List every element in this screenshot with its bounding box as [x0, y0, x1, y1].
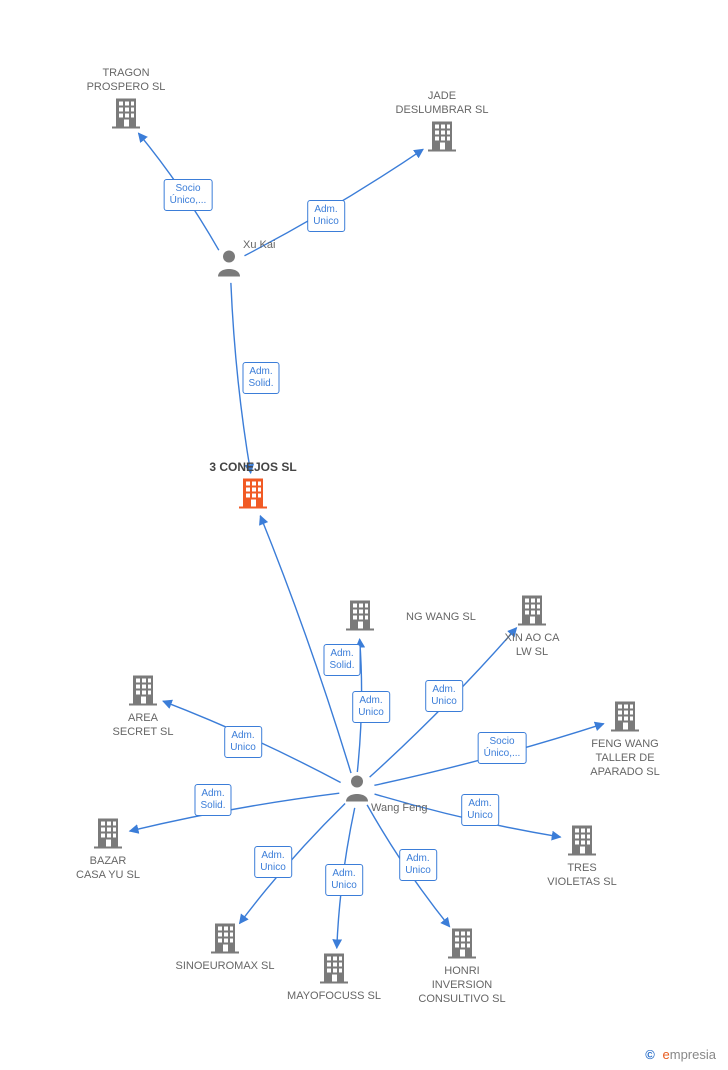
person-label: Wang Feng [371, 802, 427, 814]
edge-label: Adm.Unico [307, 200, 345, 232]
edge-label: Adm.Unico [352, 691, 390, 723]
company-label: TRAGON PROSPERO SL [87, 67, 166, 95]
edge-label: Adm.Unico [399, 849, 437, 881]
company-label: AREA SECRET SL [113, 712, 174, 740]
building-icon[interactable] [239, 477, 267, 514]
edge-label: SocioÚnico,... [478, 732, 527, 764]
company-label: XIN AO CA LW SL [504, 632, 559, 660]
person-icon[interactable] [216, 249, 242, 282]
building-icon[interactable] [568, 824, 596, 861]
watermark: © empresia [645, 1047, 716, 1062]
company-label: NG WANG SL [406, 611, 476, 625]
building-icon[interactable] [320, 952, 348, 989]
company-label: JADE DESLUMBRAR SL [396, 90, 489, 118]
building-icon[interactable] [611, 700, 639, 737]
edge-label: Adm.Unico [461, 794, 499, 826]
edge-label: Adm.Unico [224, 726, 262, 758]
brand-first-letter: e [663, 1047, 670, 1062]
edge-label: Adm.Unico [425, 680, 463, 712]
building-icon[interactable] [112, 97, 140, 134]
edge-label: Adm.Solid. [194, 784, 231, 816]
building-icon[interactable] [129, 674, 157, 711]
building-icon[interactable] [448, 927, 476, 964]
edge-label: Adm.Unico [254, 846, 292, 878]
company-label: BAZAR CASA YU SL [76, 855, 140, 883]
company-label: HONRI INVERSION CONSULTIVO SL [418, 965, 505, 1006]
edge [130, 793, 340, 831]
building-icon[interactable] [346, 599, 374, 636]
company-label: FENG WANG TALLER DE APARADO SL [590, 738, 660, 779]
company-label: TRES VIOLETAS SL [547, 862, 617, 890]
building-icon[interactable] [211, 922, 239, 959]
company-label: 3 CONEJOS SL [209, 460, 296, 475]
person-icon[interactable] [344, 774, 370, 807]
building-icon[interactable] [94, 817, 122, 854]
diagram-canvas [0, 0, 728, 1070]
company-label: SINOEUROMAX SL [175, 960, 274, 974]
brand-rest: mpresia [670, 1047, 716, 1062]
edge-label: Adm.Unico [325, 864, 363, 896]
building-icon[interactable] [518, 594, 546, 631]
copyright-symbol: © [645, 1047, 655, 1062]
building-icon[interactable] [428, 120, 456, 157]
edge-label: Adm.Solid. [323, 644, 360, 676]
edge-label: SocioÚnico,... [164, 179, 213, 211]
person-label: Xu Kai [243, 239, 275, 251]
company-label: MAYOFOCUSS SL [287, 990, 381, 1004]
edge-label: Adm.Solid. [242, 362, 279, 394]
